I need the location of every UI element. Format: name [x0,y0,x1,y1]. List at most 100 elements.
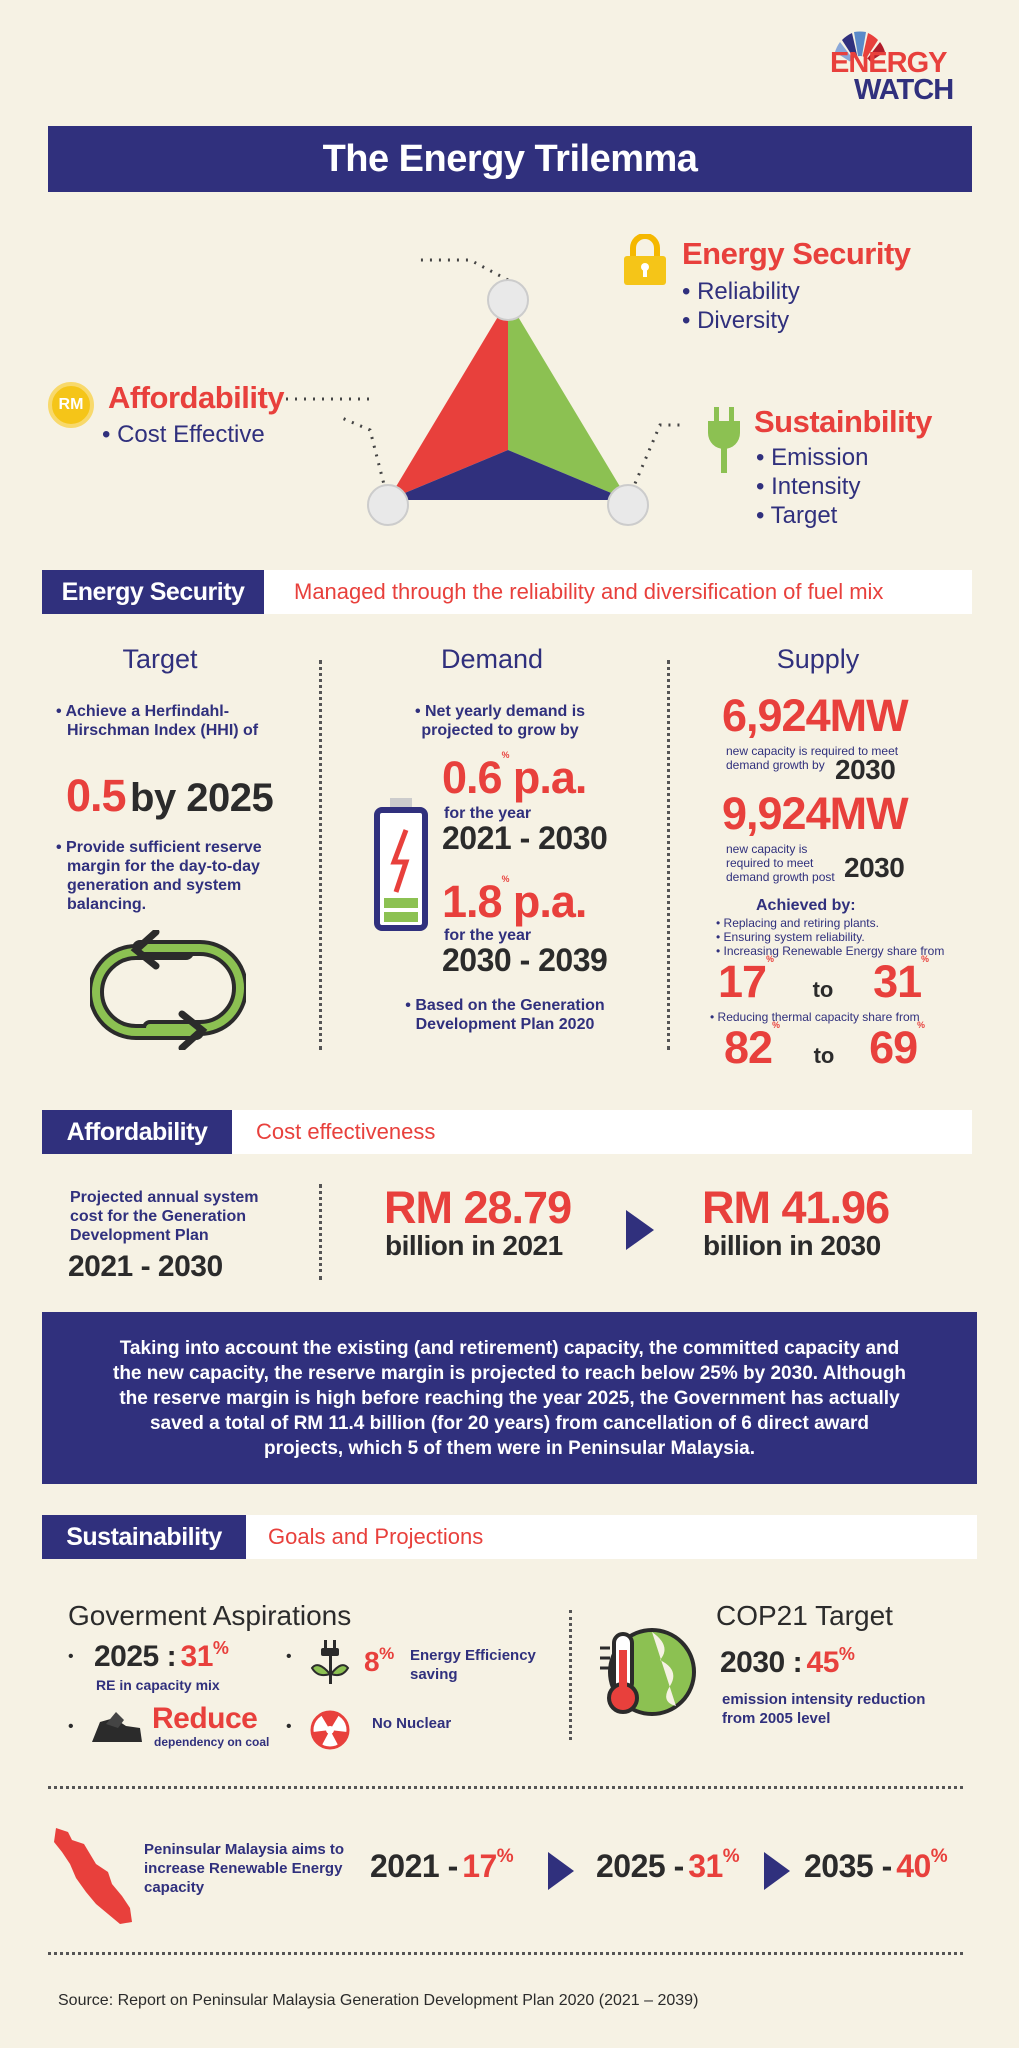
demand-intro-text: Net yearly demand is projected to grow b… [421,703,586,739]
re-from: 17 [718,956,767,1007]
bullet-dot: • [68,1718,74,1735]
cost-2030: RM 41.96 [702,1182,890,1233]
peninsular-text: Peninsular Malaysia aims to increase Ren… [144,1841,345,1896]
cycle-arrows-icon [90,930,246,1050]
sustainability-item: Emission [756,443,868,472]
rate-1-suffix: p.a. [512,752,588,803]
capacity-2-year: 2030 [844,852,905,883]
section-label: Energy Security [42,570,264,614]
achieved-item-text: Increasing Renewable Energy share from [723,944,945,958]
divider [48,1786,963,1789]
energy-watch-logo: ENERGY WATCH [830,28,990,108]
plug-icon [708,407,740,473]
demand-intro: • Net yearly demand is projected to grow… [414,703,586,739]
re-2021-year: 2021 - [370,1848,458,1884]
bullet-dot: • [68,1648,74,1665]
sustainability-item: Target [756,501,868,530]
re-aspiration: 2025 : 31% [94,1638,229,1674]
demand-rate-1: 0.6% p.a. [442,750,588,804]
ee-aspiration: 8% [364,1644,394,1678]
rate-2-suffix: p.a. [512,876,588,927]
th-to: 69 [869,1022,918,1073]
to-label: to [812,977,834,1002]
section-label: Sustainability [42,1515,246,1559]
target-title: Target [122,644,198,674]
divider [667,660,670,1050]
supply-title: Supply [776,644,860,674]
arrow-right-icon [548,1852,574,1890]
thermal-share-row: 82% to 69% [724,1020,925,1074]
affordability-connector [286,397,370,401]
source-citation: Source: Report on Peninsular Malaysia Ge… [58,1992,699,2009]
sustainability-list: Emission Intensity Target [756,443,869,530]
achieved-list: • Replacing and retiring plants. • Ensur… [716,916,944,958]
divider [319,660,322,1050]
pct-unit: % [772,1020,780,1030]
cost-2030-sub: billion in 2030 [703,1230,881,1261]
coal-text: dependency on coal [154,1735,270,1749]
re-aspiration-text: RE in capacity mix [96,1677,220,1693]
security-item: Diversity [682,306,800,335]
to-label: to [813,1043,835,1068]
sustainability-header: Sustainability Goals and Projections [42,1515,977,1559]
achieved-label: Achieved by: [756,897,856,914]
re-to: 31 [873,956,922,1007]
ee-text: Energy Efficiency saving [410,1647,536,1683]
pct-unit: % [921,954,929,964]
affordability-item: Cost Effective [102,420,265,449]
pct-unit: % [917,1020,925,1030]
sustainability-item: Intensity [756,472,868,501]
divider [48,1952,963,1955]
capacity-1-text: new capacity is required to meet demand … [726,744,899,772]
logo-text-watch: WATCH [854,74,954,106]
target-point-1-text: Achieve a Herfindahl-Hirschman Index (HH… [65,703,259,739]
cop-year: 2030 : [720,1646,803,1679]
affordability-list: Cost Effective [102,420,265,449]
section-description: Managed through the reliability and dive… [264,570,972,614]
security-title: Energy Security [682,236,911,271]
re-2021-val: 17 [462,1848,497,1884]
thermometer-globe-icon [600,1628,696,1716]
cost-2021-sub: billion in 2021 [385,1230,563,1261]
hhi-value: 0.5 [66,770,127,821]
re-2021: 2021 - 17% [370,1846,514,1885]
period-2: 2030 - 2039 [442,942,608,978]
rm-coin-icon: RM [48,382,94,428]
capacity-1-year: 2030 [835,754,896,785]
cost-period: 2021 - 2030 [68,1250,223,1283]
thermal-text-value: Reducing thermal capacity share from [717,1010,920,1024]
pct-unit: % [379,1644,394,1663]
demand-note-text: Based on the Generation Development Plan… [415,997,605,1033]
affordability-title: Affordability [108,380,285,415]
lock-icon [624,234,666,285]
re-year: 2025 : [94,1640,177,1673]
re-2025: 2025 - 31% [596,1846,740,1885]
re-2025-val: 31 [688,1848,723,1884]
pct-unit: % [930,1846,948,1867]
divider [569,1610,572,1740]
hhi-year: by 2025 [130,776,274,820]
coal-title: Reduce [152,1702,258,1735]
gov-aspirations-title: Goverment Aspirations [68,1600,352,1631]
capacity-1: 6,924MW [722,690,909,741]
page-title-bar: The Energy Trilemma [48,126,972,192]
divider [319,1184,322,1280]
nuclear-icon [310,1710,350,1750]
demand-note: • Based on the Generation Development Pl… [405,997,605,1033]
pct-unit: % [496,1846,514,1867]
plant-plug-icon [310,1640,350,1684]
arrow-right-icon [764,1852,790,1890]
rate-2-unit: % [501,874,510,884]
demand-title: Demand [440,644,544,674]
rate-1-unit: % [501,750,510,760]
demand-rate-2: 1.8% p.a. [442,874,588,928]
section-description: Cost effectiveness [232,1110,972,1154]
affordability-header: Affordability Cost effectiveness [42,1110,972,1154]
achieved-item-text: Replacing and retiring plants. [723,916,879,930]
for-year-label: for the year [444,927,532,944]
achieved-item: • Replacing and retiring plants. [716,916,879,930]
re-val: 31 [180,1640,214,1673]
bullet-dot: • [286,1718,292,1735]
hhi-value-row: 0.5 by 2025 [66,770,274,822]
logo-sunburst-icon [835,31,885,68]
